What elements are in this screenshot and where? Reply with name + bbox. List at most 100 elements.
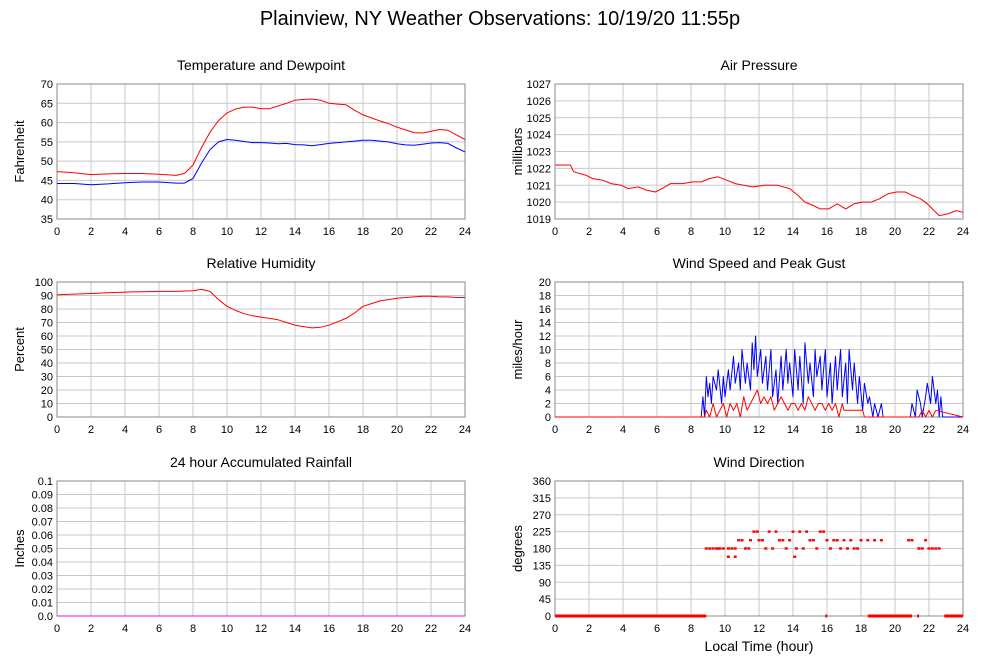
x-tick-label: 18 [357,226,369,238]
x-tick-label: 22 [923,623,935,635]
x-tick-label: 12 [753,623,765,635]
y-tick-label: 0.03 [32,571,53,583]
x-tick-label: 4 [122,424,128,436]
y-axis-label: degrees [510,525,525,572]
direction-point [718,547,722,550]
direction-point [791,530,795,533]
direction-point [767,530,771,533]
y-tick-label: 0.0 [38,611,53,623]
x-tick-label: 2 [586,424,592,436]
y-tick-label: 0 [545,611,551,623]
x-tick-label: 18 [357,424,369,436]
direction-point [781,539,785,542]
direction-point [805,530,809,533]
direction-point [708,547,712,550]
x-tick-label: 2 [88,226,94,238]
plot-frame [56,281,466,418]
y-tick-label: 0.08 [32,503,53,515]
y-axis-label: miles/hour [510,319,525,380]
x-tick-label: 22 [923,424,935,436]
y-tick-label: 80 [41,304,53,316]
direction-point [730,547,734,550]
direction-point [849,539,853,542]
x-tick-label: 22 [923,226,935,238]
direction-point [811,539,815,542]
direction-point [832,539,836,542]
y-tick-label: 1020 [527,197,551,209]
y-tick-label: 20 [539,277,551,289]
y-tick-label: 0.07 [32,517,53,529]
chart-title: Air Pressure [720,57,797,73]
direction-point [793,555,797,558]
direction-point [842,539,846,542]
y-axis-label: Fahrenheit [12,120,27,183]
x-tick-label: 12 [255,623,267,635]
direction-point [924,539,928,542]
x-tick-label: 10 [221,226,233,238]
y-tick-label: 0.1 [38,476,53,488]
x-tick-label: 22 [425,424,437,436]
x-tick-label: 14 [289,424,301,436]
x-tick-label: 4 [122,623,128,635]
y-tick-label: 18 [539,291,551,303]
x-tick-label: 6 [654,424,660,436]
x-tick-label: 4 [122,226,128,238]
direction-point [798,530,802,533]
x-tick-label: 12 [753,424,765,436]
x-tick-label: 14 [289,226,301,238]
direction-point [839,547,843,550]
y-tick-label: 55 [41,137,53,149]
direction-point [757,539,761,542]
y-tick-label: 90 [41,291,53,303]
x-tick-label: 20 [391,623,403,635]
y-tick-label: 50 [41,345,53,357]
x-tick-label: 6 [156,226,162,238]
direction-point [910,539,914,542]
y-tick-label: 1023 [527,147,551,159]
x-tick-label: 0 [54,623,60,635]
x-tick-label: 20 [889,623,901,635]
x-tick-label: 16 [821,424,833,436]
x-tick-label: 16 [821,226,833,238]
y-tick-label: 0.04 [32,557,53,569]
direction-point [788,539,792,542]
series-line-1 [555,389,964,418]
series-line-0 [555,164,964,217]
direction-point [777,539,781,542]
x-tick-label: 8 [190,226,196,238]
x-tick-label: 6 [156,424,162,436]
x-tick-label: 8 [688,424,694,436]
chart-title: Wind Speed and Peak Gust [673,255,846,271]
y-tick-label: 10 [41,399,53,411]
x-tick-label: 4 [620,424,626,436]
direction-point [749,539,752,542]
direction-point [784,547,788,550]
direction-point [740,539,744,542]
x-tick-label: 24 [957,226,969,238]
x-tick-label: 10 [719,424,731,436]
y-tick-label: 16 [539,304,551,316]
direction-point [828,547,832,550]
y-tick-label: 40 [41,358,53,370]
direction-point [733,547,737,550]
x-tick-label: 2 [586,226,592,238]
y-tick-label: 65 [41,98,53,110]
y-tick-label: 70 [41,318,53,330]
y-tick-label: 0.06 [32,530,53,542]
x-tick-label: 4 [620,226,626,238]
direction-point [818,530,822,533]
y-tick-label: 1019 [527,214,551,226]
y-tick-label: 1026 [527,96,551,108]
y-tick-label: 20 [41,385,53,397]
x-tick-label: 4 [620,623,626,635]
x-tick-label: 16 [323,623,335,635]
direction-point [934,547,938,550]
series-line-0 [56,288,465,329]
x-tick-label: 0 [54,226,60,238]
direction-point [927,547,931,550]
x-tick-label: 14 [787,424,799,436]
x-tick-label: 14 [787,226,799,238]
y-tick-label: 0.09 [32,490,53,502]
